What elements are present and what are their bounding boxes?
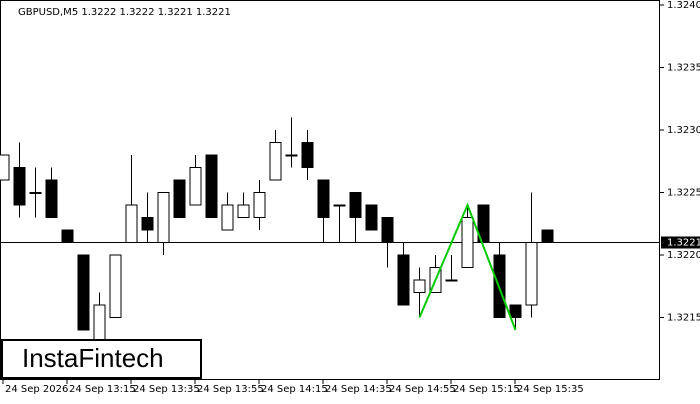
candle-body — [141, 217, 154, 231]
current-price-box — [661, 236, 700, 249]
candle-body — [541, 229, 554, 243]
candle-body — [93, 304, 106, 343]
candle-body — [0, 154, 10, 181]
candle-body — [77, 254, 90, 331]
candle-body — [301, 142, 314, 168]
x-tick-label: 24 Sep 2026 — [5, 384, 68, 395]
candle-body — [109, 254, 122, 318]
x-tick-label: 24 Sep 13:55 — [197, 384, 264, 395]
candle-body — [221, 204, 234, 231]
y-tick-label: 1.3235 — [667, 63, 700, 74]
y-tick-label: 1.3220 — [667, 250, 700, 261]
x-tick-label: 24 Sep 14:35 — [325, 384, 392, 395]
logo-box — [1, 339, 202, 379]
candle-body — [397, 254, 410, 306]
candle-body — [525, 242, 538, 306]
candle-body — [189, 167, 202, 206]
candle-body — [333, 204, 346, 207]
candle-body — [349, 192, 362, 218]
y-tick-label: 1.3225 — [667, 188, 700, 199]
pattern-line — [418, 202, 517, 331]
x-tick-label: 24 Sep 15:35 — [517, 384, 584, 395]
candle-body — [45, 179, 58, 218]
candle-body — [61, 229, 74, 243]
candle-body — [253, 192, 266, 218]
x-tick-label: 24 Sep 13:15 — [69, 384, 136, 395]
current-price-label: 1.3221 — [667, 238, 700, 249]
candle-body — [445, 279, 458, 282]
y-tick-label: 1.3215 — [667, 313, 700, 324]
x-tick-label: 24 Sep 15:15 — [453, 384, 520, 395]
candle-body — [509, 304, 522, 318]
candle-body — [413, 279, 426, 293]
candle-body — [477, 204, 490, 243]
x-tick-label: 24 Sep 13:35 — [133, 384, 200, 395]
candle-body — [29, 192, 42, 194]
candle-body — [461, 217, 474, 268]
candle-body — [125, 204, 138, 243]
candle-body — [205, 154, 218, 218]
x-tick-label: 24 Sep 14:15 — [261, 384, 328, 395]
candle-body — [365, 204, 378, 231]
candle-body — [13, 167, 26, 206]
candle-body — [381, 217, 394, 243]
x-tick-label: 24 Sep 14:55 — [389, 384, 456, 395]
candle-body — [237, 204, 250, 218]
logo: InstaFintech — [22, 343, 164, 373]
candle-body — [157, 192, 170, 243]
chart-title: GBPUSD,M5 1.3222 1.3222 1.3221 1.3221 — [18, 7, 231, 18]
candle-body — [285, 154, 298, 157]
candle-body — [317, 179, 330, 218]
y-tick-label: 1.3240 — [667, 0, 700, 11]
candle-body — [269, 142, 282, 181]
candle-body — [173, 179, 186, 218]
y-tick-label: 1.3230 — [667, 125, 700, 136]
